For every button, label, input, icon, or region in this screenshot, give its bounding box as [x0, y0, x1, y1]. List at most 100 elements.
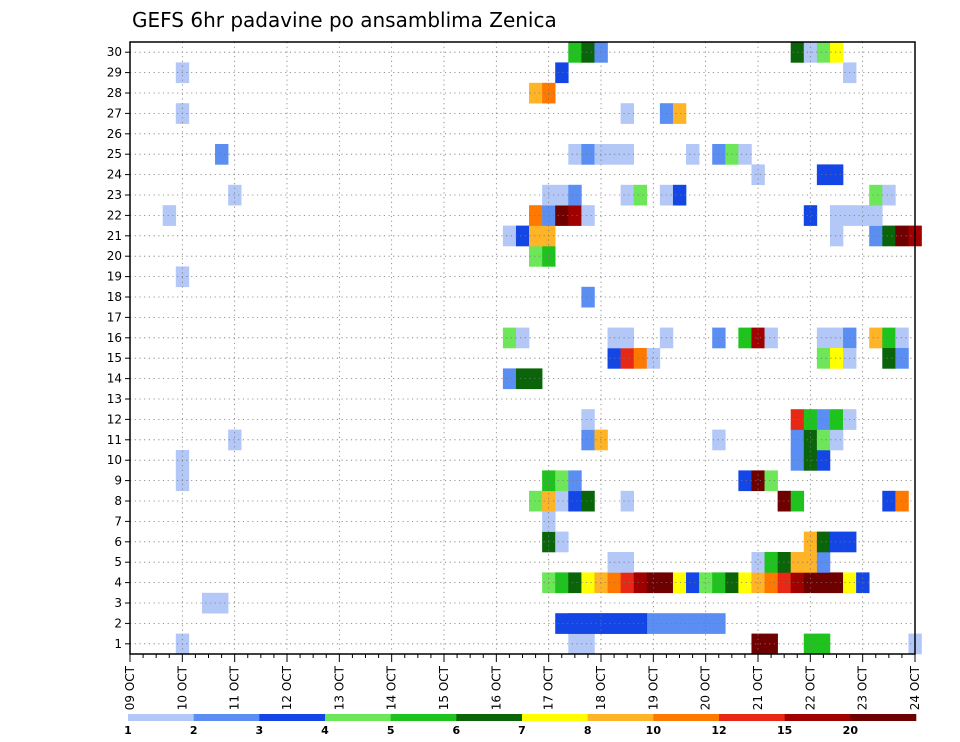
y-tick-label: 12: [107, 412, 122, 426]
heatmap-cell: [803, 205, 818, 226]
colorbar-label: 12: [711, 724, 726, 737]
heatmap-cell: [816, 633, 831, 655]
heatmap-cell: [672, 103, 687, 124]
heatmap-cell: [816, 327, 831, 349]
y-tick-label: 25: [107, 147, 122, 161]
colorbar-label: 4: [321, 724, 329, 737]
heatmap-cell: [882, 327, 896, 349]
colorbar-label: 8: [584, 724, 592, 737]
heatmap-cell: [895, 490, 909, 512]
colorbar-label: 3: [256, 724, 264, 737]
heatmap-cell: [672, 572, 687, 594]
y-tick-label: 11: [107, 433, 122, 447]
heatmap-cell: [803, 531, 818, 553]
heatmap-cell: [620, 103, 635, 124]
x-tick-label: 24 OCT: [908, 665, 922, 710]
y-axis: 1234567891011121314151617181920212223242…: [107, 45, 130, 651]
heatmap-cell: [816, 572, 831, 594]
heatmap-cell: [895, 225, 909, 247]
heatmap-cell: [529, 205, 543, 226]
x-tick-label: 23 OCT: [856, 665, 870, 710]
y-tick-label: 24: [107, 168, 122, 182]
heatmap-cells: [162, 42, 922, 655]
heatmap-cell: [215, 144, 229, 165]
heatmap-cell: [764, 327, 778, 349]
heatmap-cell: [581, 633, 595, 655]
heatmap-cell: [699, 613, 713, 634]
heatmap-cell: [764, 552, 778, 573]
heatmap-cell: [620, 348, 635, 369]
y-tick-label: 13: [107, 392, 122, 406]
heatmap-cell: [672, 184, 687, 206]
heatmap-cell: [816, 164, 831, 186]
colorbar-label: 2: [190, 724, 198, 737]
heatmap-cell: [816, 429, 831, 451]
heatmap-cell: [869, 327, 883, 349]
x-tick-label: 14 OCT: [385, 665, 399, 710]
heatmap-cell: [751, 552, 765, 573]
heatmap-cell: [555, 613, 569, 634]
colorbar-swatch: [325, 714, 391, 721]
heatmap-cell: [620, 327, 635, 349]
heatmap-cell: [529, 82, 543, 104]
heatmap-cell: [895, 327, 909, 349]
heatmap-cell: [581, 205, 595, 226]
heatmap-cell: [568, 144, 582, 165]
heatmap-cell: [555, 62, 569, 84]
y-tick-label: 7: [114, 514, 122, 528]
y-tick-label: 27: [107, 106, 122, 120]
x-tick-label: 09 OCT: [123, 665, 137, 710]
heatmap-cell: [581, 572, 595, 594]
y-tick-label: 19: [107, 270, 122, 284]
heatmap-cell: [568, 42, 582, 63]
heatmap-cell: [882, 490, 896, 512]
heatmap-cell: [581, 429, 595, 451]
colorbar-swatch: [456, 714, 523, 721]
heatmap-cell: [829, 429, 844, 451]
heatmap-cell: [738, 572, 752, 594]
y-tick-label: 18: [107, 290, 122, 304]
heatmap-cell: [829, 164, 844, 186]
heatmap-cell: [555, 531, 569, 553]
heatmap-cell: [162, 205, 177, 226]
grid-lines: [130, 42, 915, 654]
colorbar-label: 7: [518, 724, 526, 737]
heatmap-cell: [816, 409, 831, 430]
heatmap-cell: [502, 225, 517, 247]
colorbar: 1 2 3 4 5 6 7 8 10 12 15 20: [124, 714, 917, 737]
heatmap-cell: [829, 531, 844, 553]
heatmap-cell: [228, 429, 242, 451]
heatmap-cell: [529, 246, 543, 267]
y-tick-label: 3: [114, 596, 122, 610]
x-tick-label: 15 OCT: [437, 665, 451, 710]
heatmap-cell: [515, 225, 530, 247]
heatmap-cell: [829, 42, 844, 63]
heatmap-cell: [712, 613, 726, 634]
heatmap-cell: [869, 225, 883, 247]
heatmap-cell: [228, 184, 242, 206]
y-tick-label: 10: [107, 453, 122, 467]
heatmap-cell: [829, 327, 844, 349]
heatmap-cell: [882, 225, 896, 247]
heatmap-cell: [555, 184, 569, 206]
heatmap-cell: [581, 490, 595, 512]
heatmap-cell: [686, 144, 700, 165]
heatmap-cell: [633, 572, 648, 594]
x-tick-label: 10 OCT: [175, 665, 189, 710]
heatmap-cell: [816, 531, 831, 553]
x-axis: 09 OCT 10 OCT 11 OCT 12 OCT 13 OCT 14 OCT 15 O…: [123, 654, 922, 710]
colorbar-label: 5: [387, 724, 395, 737]
heatmap-cell: [712, 572, 726, 594]
heatmap-cell: [646, 348, 661, 369]
x-tick-label: 22 OCT: [803, 665, 817, 710]
heatmap-cell: [568, 613, 582, 634]
colorbar-swatch: [653, 714, 720, 721]
heatmap-cell: [764, 572, 778, 594]
heatmap-cell: [712, 429, 726, 451]
heatmap-cell: [646, 613, 661, 634]
heatmap-cell: [581, 613, 595, 634]
heatmap-cell: [633, 184, 648, 206]
y-tick-label: 5: [114, 555, 122, 569]
heatmap-cell: [738, 470, 752, 492]
y-tick-label: 1: [114, 637, 122, 651]
